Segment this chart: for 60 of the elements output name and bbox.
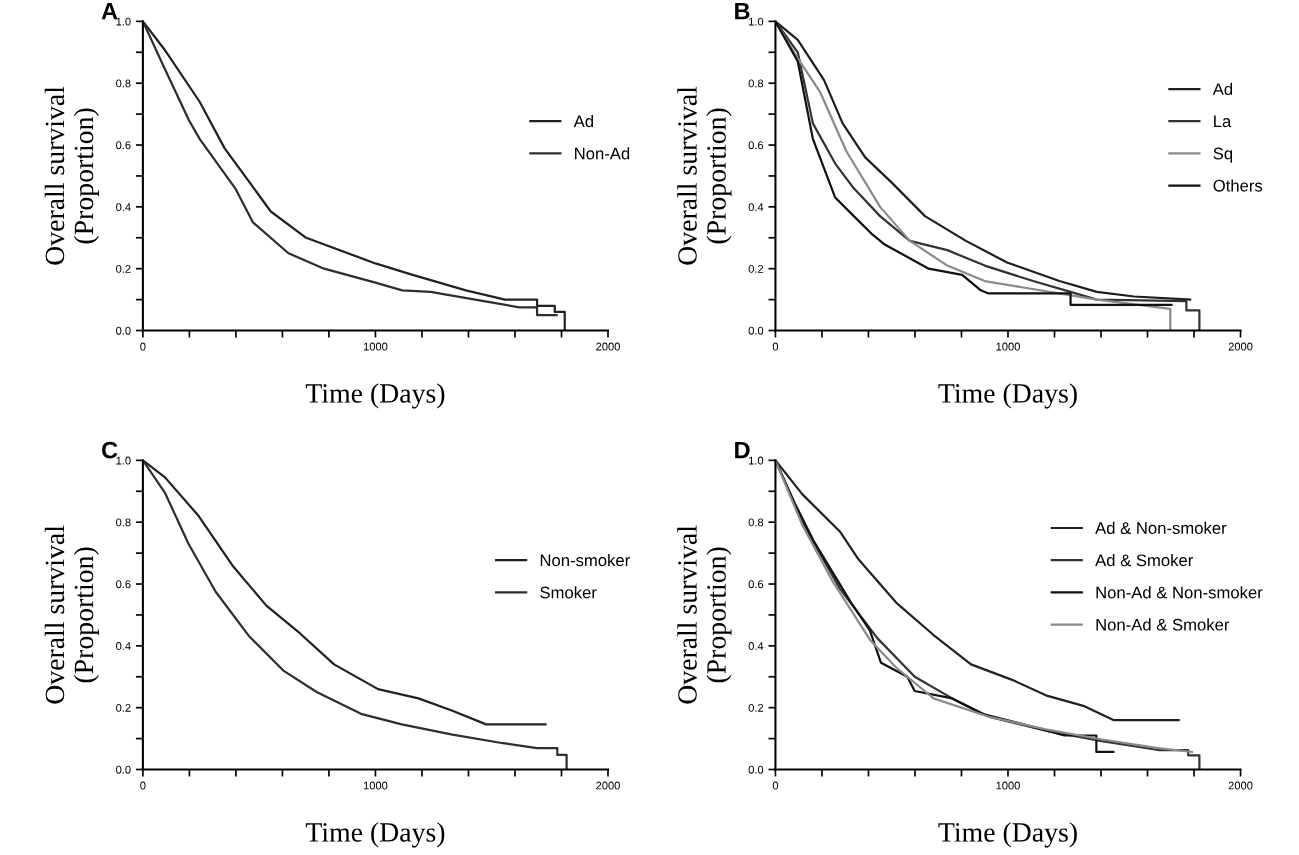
- y-tick-label: 0.2: [116, 703, 131, 712]
- y-axis-title: Overall survival (Proportion): [44, 525, 99, 704]
- x-tick-label: 2000: [596, 781, 620, 790]
- y-tick-label: 1.0: [749, 456, 764, 465]
- legend-label: Sq: [1213, 147, 1233, 163]
- x-axis-title: Time (Days): [305, 822, 445, 848]
- y-tick-label: 0.4: [116, 203, 131, 211]
- x-tick-label: 0: [140, 342, 146, 351]
- y-tick-label: 0.0: [116, 765, 131, 774]
- y-tick-label: 0.6: [748, 141, 764, 150]
- legend-label: Ad & Non-smoker: [1095, 521, 1227, 534]
- y-tick-label: 0.4: [116, 642, 131, 650]
- y-tick-label: 0.8: [116, 79, 131, 88]
- y-tick-label: 0.4: [748, 642, 764, 650]
- legend-label: Non-smoker: [540, 553, 630, 567]
- legend-label: Ad: [573, 114, 594, 128]
- y-tick-label: 0.6: [116, 141, 131, 150]
- legend-label: Ad & Smoker: [1095, 553, 1194, 567]
- legend-label: Non-Ad: [575, 147, 630, 160]
- y-tick-label: 0.0: [116, 326, 131, 335]
- x-tick-label: 1000: [363, 342, 388, 351]
- y-tick-label: 1.0: [116, 456, 131, 465]
- legend-label: Smoker: [540, 586, 597, 599]
- x-tick-label: 1000: [996, 342, 1020, 351]
- x-tick-label: 1000: [363, 781, 388, 790]
- y-tick-label: 1.0: [116, 17, 131, 26]
- legend-label: Ad: [1212, 82, 1233, 96]
- x-tick-label: 0: [140, 781, 146, 790]
- legend-label: La: [1214, 115, 1232, 128]
- y-tick-label: 1.0: [749, 17, 764, 26]
- chart-title: D: [735, 441, 750, 459]
- y-tick-label: 0.8: [748, 518, 764, 527]
- x-tick-label: 2000: [1228, 342, 1253, 351]
- y-tick-label: 0.8: [748, 79, 764, 88]
- x-tick-label: 1000: [996, 781, 1020, 790]
- y-tick-label: 0.6: [116, 580, 131, 589]
- chart-title: C: [102, 441, 118, 459]
- y-axis-title: Overall survival (Proportion): [677, 525, 732, 704]
- y-tick-label: 0.2: [748, 264, 764, 273]
- chart-title: B: [735, 2, 750, 20]
- y-tick-label: 0.8: [116, 518, 131, 527]
- x-tick-label: 2000: [1228, 781, 1253, 790]
- legend-label: Non-Ad & Smoker: [1096, 618, 1230, 631]
- x-axis-title: Time (Days): [938, 383, 1077, 409]
- x-tick-label: 2000: [596, 342, 620, 351]
- y-axis-title: Overall survival (Proportion): [44, 86, 99, 265]
- y-tick-label: 0.2: [748, 703, 764, 712]
- x-tick-label: 0: [772, 342, 779, 351]
- chart-title: A: [101, 2, 118, 20]
- y-tick-label: 0.6: [748, 580, 764, 589]
- y-axis-title: Overall survival (Proportion): [677, 86, 732, 265]
- y-tick-label: 0.2: [116, 264, 131, 273]
- y-tick-label: 0.4: [748, 203, 764, 211]
- legend-label: Others: [1213, 179, 1263, 192]
- x-axis-title: Time (Days): [305, 383, 445, 409]
- legend-label: Non-Ad & Non-smoker: [1096, 586, 1263, 599]
- x-tick-label: 0: [772, 781, 779, 790]
- y-tick-label: 0.0: [748, 765, 764, 774]
- y-tick-label: 0.0: [748, 326, 764, 335]
- x-axis-title: Time (Days): [938, 822, 1077, 848]
